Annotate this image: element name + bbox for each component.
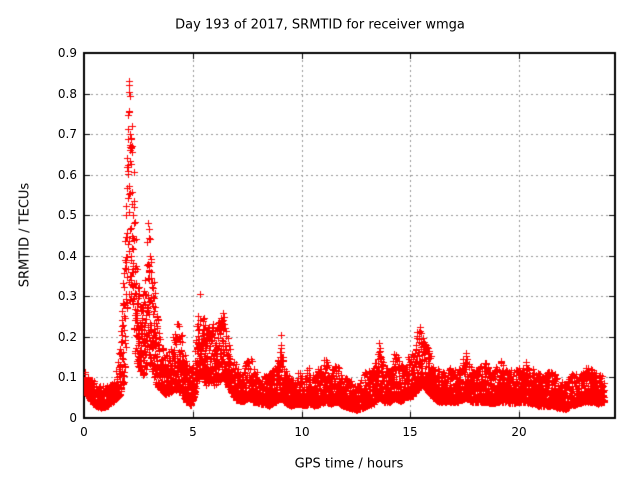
x-tick-label: 5 — [189, 425, 197, 439]
y-tick-label: 0.5 — [57, 208, 77, 222]
x-tick-label: 15 — [402, 425, 418, 439]
x-tick-label: 20 — [511, 425, 527, 439]
x-tick-label: 10 — [294, 425, 310, 439]
y-tick-label: 0.6 — [57, 168, 77, 182]
y-tick-label: 0.3 — [57, 289, 77, 303]
chart-title: Day 193 of 2017, SRMTID for receiver wmg… — [175, 17, 465, 33]
y-tick-label: 0.9 — [57, 46, 77, 60]
y-tick-label: 0.2 — [57, 330, 77, 344]
x-tick-label: 0 — [80, 425, 88, 439]
x-axis-label: GPS time / hours — [294, 456, 404, 472]
y-axis-label: SRMTID / TECUs — [17, 182, 33, 288]
y-tick-label: 0 — [69, 411, 77, 425]
y-tick-label: 0.7 — [57, 127, 77, 141]
y-tick-label: 0.1 — [57, 370, 77, 384]
y-tick-label: 0.4 — [57, 249, 77, 263]
y-tick-label: 0.8 — [57, 87, 77, 101]
